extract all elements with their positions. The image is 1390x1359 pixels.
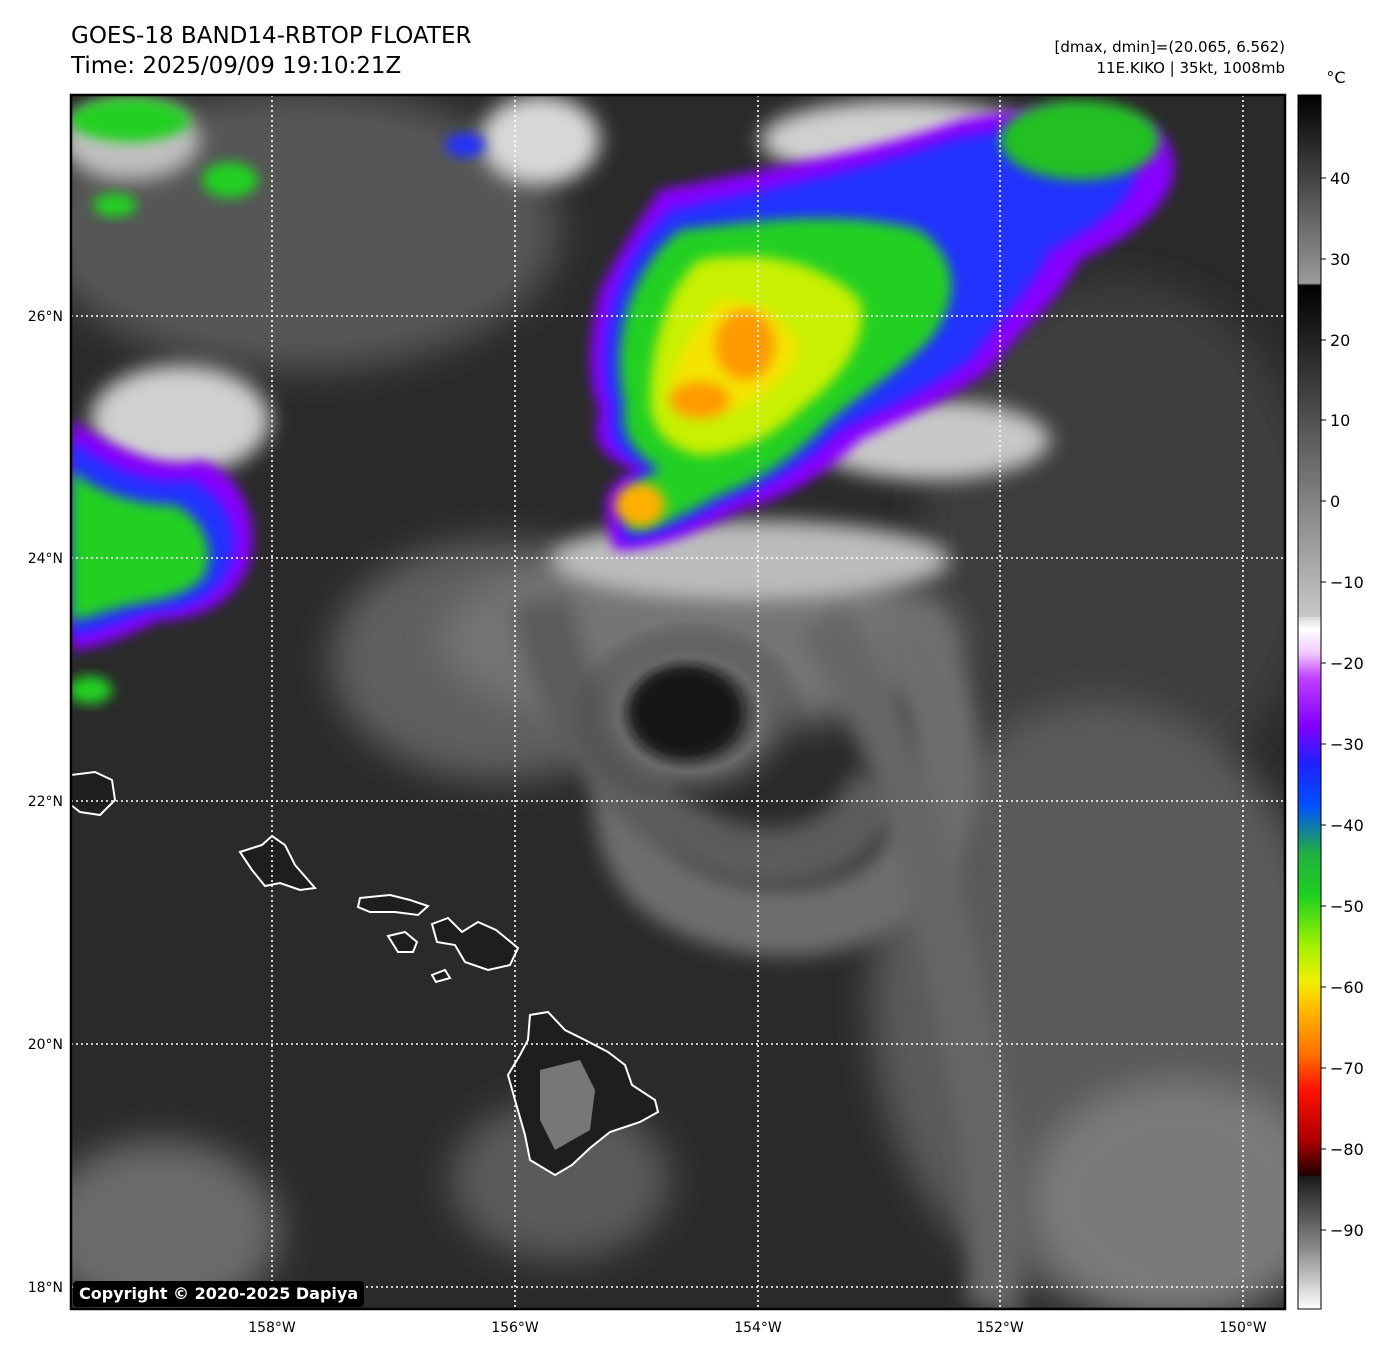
kahoolawe-island	[430, 968, 452, 984]
colorbar-tick: −80	[1330, 1140, 1364, 1159]
lon-label: 158°W	[248, 1320, 296, 1336]
lat-label: 20°N	[28, 1037, 63, 1053]
molokai-island	[356, 893, 430, 917]
lon-label: 156°W	[491, 1320, 539, 1336]
colorbar-tick: 0	[1330, 492, 1340, 511]
big-island-summit	[540, 1060, 595, 1150]
latitude-labels: 26°N 24°N 22°N 20°N 18°N	[28, 309, 63, 1296]
colorbar-tick: −20	[1330, 654, 1364, 673]
copyright-label: Copyright © 2020-2025 Dapiya	[73, 1281, 365, 1307]
colorbar-tick: −90	[1330, 1221, 1364, 1240]
map-frame	[69, 93, 1287, 1311]
storm-info: 11E.KIKO | 35kt, 1008mb	[1096, 59, 1285, 77]
kiko-vortex	[510, 593, 1025, 1309]
lon-label: 152°W	[976, 1320, 1024, 1336]
cold-cloud-tops-west	[71, 98, 485, 704]
oahu-island	[238, 834, 317, 892]
chart-title: GOES-18 BAND14-RBTOP FLOATER	[71, 23, 472, 49]
grey-cloud-fields	[71, 95, 1285, 1309]
lat-label: 26°N	[28, 309, 63, 325]
gridlines	[71, 95, 1285, 1309]
colorbar-tick: −70	[1330, 1059, 1364, 1078]
colorbar-tick: 10	[1330, 411, 1350, 430]
timestamp: Time: 2025/09/09 19:10:21Z	[71, 53, 402, 79]
lat-label: 22°N	[28, 794, 63, 810]
dmax-dmin-readout: [dmax, dmin]=(20.065, 6.562)	[1054, 38, 1286, 56]
colorbar: °C 40 30 20 10 0 −10 −20 −30 −40 −50 −60	[1297, 68, 1364, 1310]
longitude-labels: 158°W 156°W 154°W 152°W 150°W	[248, 1320, 1267, 1336]
colorbar-unit: °C	[1326, 68, 1345, 87]
colorbar-tick: 40	[1330, 169, 1350, 188]
colorbar-tick: 30	[1330, 250, 1350, 269]
lon-label: 154°W	[734, 1320, 782, 1336]
lanai-island	[386, 930, 419, 953]
colorbar-tick: −30	[1330, 735, 1364, 754]
lat-label: 18°N	[28, 1280, 63, 1296]
colorbar-tick: 20	[1330, 331, 1350, 350]
colorbar-tick: −10	[1330, 573, 1364, 592]
kauai-island	[71, 770, 117, 817]
lon-label: 150°W	[1219, 1320, 1267, 1336]
colorbar-scale	[1297, 94, 1322, 1310]
colorbar-tick: −50	[1330, 897, 1364, 916]
colorbar-tick: −40	[1330, 816, 1364, 835]
colorbar-tick: −60	[1330, 978, 1364, 997]
maui-island	[430, 916, 520, 972]
cold-cloud-tops-main	[590, 100, 1175, 550]
lat-label: 24°N	[28, 551, 63, 567]
satellite-imagery	[71, 95, 1285, 1309]
